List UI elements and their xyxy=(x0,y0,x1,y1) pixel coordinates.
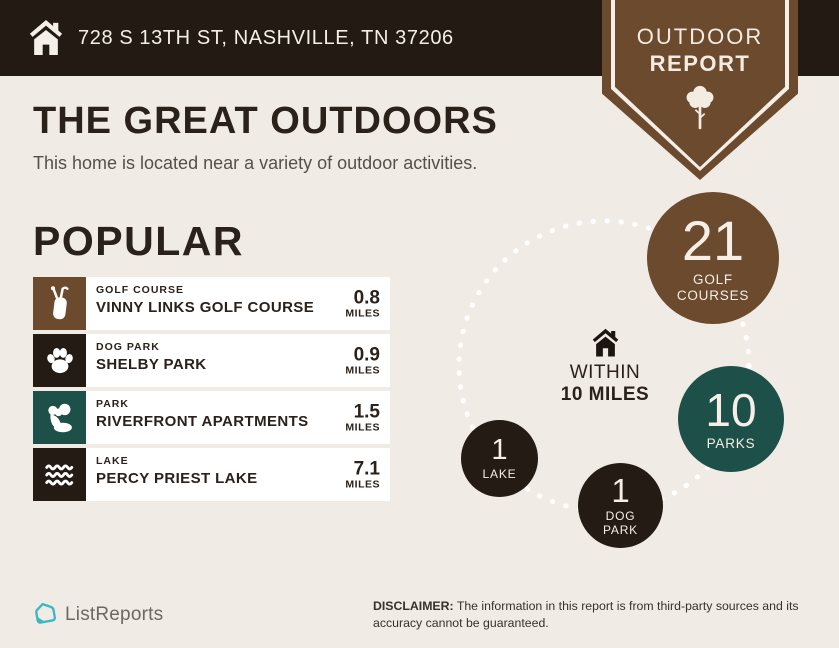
tree-icon xyxy=(686,85,714,130)
bubble-golf-courses: 21 GOLF COURSES xyxy=(647,192,779,324)
brand-name: ListReports xyxy=(65,603,164,625)
place-card: LAKE PERCY PRIEST LAKE 7.1 MILES xyxy=(86,448,390,501)
paw-icon xyxy=(33,334,86,387)
waves-icon xyxy=(33,448,86,501)
park-icon xyxy=(33,391,86,444)
place-category: GOLF COURSE xyxy=(96,284,185,296)
listreports-logo: ListReports xyxy=(31,601,163,628)
parks-label: PARKS xyxy=(706,435,756,451)
popular-heading: POPULAR xyxy=(33,218,244,264)
outdoor-report-badge: OUTDOOR REPORT xyxy=(602,0,798,180)
place-distance: 0.9 MILES xyxy=(345,344,380,376)
place-name: SHELBY PARK xyxy=(96,356,207,373)
place-distance: 0.8 MILES xyxy=(345,287,380,319)
listreports-icon xyxy=(35,602,56,624)
place-category: PARK xyxy=(96,398,129,410)
parks-count: 10 xyxy=(705,383,757,436)
place-name: VINNY LINKS GOLF COURSE xyxy=(96,299,315,316)
list-item-golf-course: GOLF COURSE VINNY LINKS GOLF COURSE 0.8 … xyxy=(33,277,390,330)
place-distance: 1.5 MILES xyxy=(345,401,380,433)
dog-park-label: DOG PARK xyxy=(603,508,638,537)
popular-list: GOLF COURSE VINNY LINKS GOLF COURSE 0.8 … xyxy=(33,277,390,505)
property-address: 728 S 13TH ST, NASHVILLE, TN 37206 xyxy=(78,26,454,49)
place-card: GOLF COURSE VINNY LINKS GOLF COURSE 0.8 … xyxy=(86,277,390,330)
page-title: THE GREAT OUTDOORS xyxy=(33,100,498,142)
radius-label: WITHIN 10 MILES xyxy=(560,362,650,405)
golf-courses-count: 21 xyxy=(681,208,745,272)
place-card: PARK RIVERFRONT APARTMENTS 1.5 MILES xyxy=(86,391,390,444)
place-distance: 7.1 MILES xyxy=(345,458,380,490)
dog-park-count: 1 xyxy=(611,471,630,509)
bubble-lake: 1 LAKE xyxy=(461,420,538,497)
place-category: LAKE xyxy=(96,455,129,467)
list-item-park: PARK RIVERFRONT APARTMENTS 1.5 MILES xyxy=(33,391,390,444)
bubble-dog-park: 1 DOG PARK xyxy=(578,463,663,548)
place-category: DOG PARK xyxy=(96,341,160,353)
place-card: DOG PARK SHELBY PARK 0.9 MILES xyxy=(86,334,390,387)
list-item-dog-park: DOG PARK SHELBY PARK 0.9 MILES xyxy=(33,334,390,387)
golf-bag-icon xyxy=(33,277,86,330)
lake-count: 1 xyxy=(491,433,508,466)
place-name: RIVERFRONT APARTMENTS xyxy=(96,413,309,430)
home-center-icon xyxy=(592,328,619,357)
badge-line2: REPORT xyxy=(649,51,751,76)
disclaimer-label: DISCLAIMER: xyxy=(373,599,454,613)
badge-line1: OUTDOOR xyxy=(636,24,764,49)
bubble-parks: 10 PARKS xyxy=(678,366,784,472)
home-icon xyxy=(29,20,63,56)
list-item-lake: LAKE PERCY PRIEST LAKE 7.1 MILES xyxy=(33,448,390,501)
page-subtitle: This home is located near a variety of o… xyxy=(33,153,478,173)
disclaimer-text: DISCLAIMER: The information in this repo… xyxy=(373,599,799,630)
golf-courses-label: GOLF COURSES xyxy=(676,271,750,303)
lake-label: LAKE xyxy=(482,466,517,481)
place-name: PERCY PRIEST LAKE xyxy=(96,470,258,487)
